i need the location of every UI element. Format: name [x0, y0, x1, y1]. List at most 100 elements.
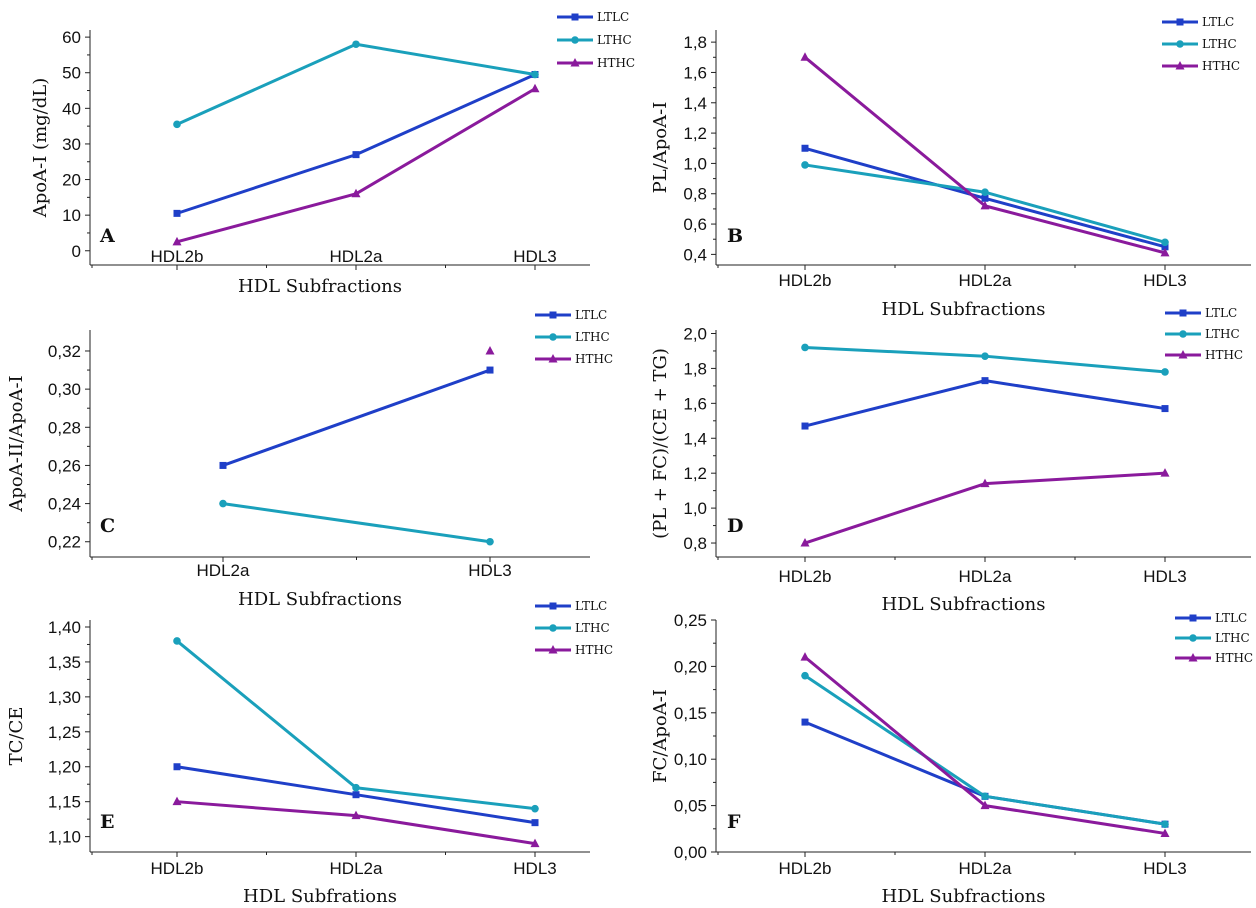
series-line-hthc: [176, 800, 536, 846]
data-point-ltlc: [173, 209, 181, 217]
y-tick-label: 0,8: [683, 185, 707, 204]
x-tick-label: HDL2b: [151, 247, 204, 266]
legend-marker-lthc: [1179, 330, 1187, 338]
legend-label-lthc: LTHC: [575, 330, 610, 344]
y-tick-label: 1,15: [48, 793, 81, 812]
panel-letter: E: [100, 811, 114, 833]
y-tick-label: 1,4: [683, 94, 707, 113]
data-point-hthc: [1160, 828, 1170, 837]
x-tick-label: HDL3: [1143, 567, 1186, 586]
data-point-hthc: [351, 188, 361, 198]
legend-label-lthc: LTHC: [575, 621, 610, 635]
legend-marker-lthc: [549, 624, 557, 632]
data-point-lthc: [486, 537, 494, 546]
data-point-lthc: [531, 804, 539, 813]
data-point-lthc: [219, 499, 227, 508]
data-point-hthc: [1160, 468, 1170, 477]
legend-label-ltlc: LTLC: [575, 308, 607, 322]
y-axis-title: ApoA-I (mg/dL): [30, 78, 51, 218]
y-tick-label: 0,20: [674, 657, 707, 676]
x-tick-label: HDL3: [468, 561, 511, 580]
data-point-lthc: [531, 70, 539, 79]
x-tick-label: HDL2b: [151, 859, 204, 878]
y-tick-label: 60: [62, 28, 81, 47]
chart-panel-e: 1,10 1,15 1,20 1,25 1,30 1,35 1,40 HDL2b HDL2a HD…: [6, 599, 613, 907]
data-point-lthc: [1161, 238, 1169, 247]
y-tick-label: 1,40: [48, 618, 81, 637]
y-tick-label: 0,8: [683, 534, 707, 553]
chart-panel-c: 0,22 0,24 0,26 0,28 0,30 0,32 HDL2a HDL3 HDL Sub…: [6, 308, 613, 610]
legend-label-hthc: HTHC: [1202, 59, 1240, 73]
legend-label-lthc: LTHC: [597, 33, 632, 47]
data-point-ltlc: [981, 194, 989, 202]
y-tick-label: 0,6: [683, 215, 707, 234]
y-axis-title: FC/ApoA-I: [650, 689, 671, 783]
panel-letter: A: [99, 225, 115, 247]
panel-letter: B: [727, 225, 743, 247]
data-point-hthc: [980, 478, 990, 488]
y-axis-title: (PL + FC)/(CE + TG): [650, 348, 671, 539]
legend-label-hthc: HTHC: [575, 643, 613, 657]
x-tick-label: HDL2b: [779, 271, 832, 290]
series-line-hthc: [804, 56, 1166, 255]
x-axis-title: HDL Subfractions: [882, 299, 1046, 320]
legend-marker-hthc: [1188, 653, 1198, 662]
y-tick-label: 0,26: [48, 456, 81, 475]
x-tick-label: HDL2a: [330, 247, 383, 266]
data-point-ltlc: [801, 144, 809, 152]
data-point-hthc: [530, 83, 540, 93]
data-point-hthc: [800, 652, 810, 661]
data-point-ltlc: [1161, 405, 1169, 413]
legend-marker-ltlc: [571, 13, 579, 21]
legend-marker-lthc: [571, 36, 579, 44]
series-line-lthc: [176, 639, 536, 811]
y-tick-label: 1,2: [683, 124, 707, 143]
y-tick-label: 30: [62, 135, 81, 154]
data-point-lthc: [801, 671, 809, 680]
legend-marker-ltlc: [1179, 309, 1187, 317]
y-tick-label: 2,0: [683, 324, 707, 343]
legend-label-ltlc: LTLC: [1205, 306, 1237, 320]
y-tick-label: 1,8: [683, 33, 707, 52]
data-point-lthc: [801, 343, 809, 352]
legend-label-hthc: HTHC: [575, 352, 613, 366]
legend-label-lthc: LTHC: [1215, 631, 1250, 645]
y-axis-title: ApoA-II/ApoA-I: [6, 375, 27, 512]
x-axis-title: HDL Subfrations: [243, 886, 397, 907]
legend-label-hthc: HTHC: [1215, 651, 1253, 665]
legend-label-ltlc: LTLC: [1215, 611, 1247, 625]
y-tick-label: 1,6: [683, 63, 707, 82]
legend-marker-lthc: [1189, 634, 1197, 642]
panel-letter: F: [727, 811, 741, 833]
data-point-hthc: [485, 345, 495, 355]
y-tick-label: 1,20: [48, 758, 81, 777]
data-point-hthc: [980, 800, 990, 810]
y-tick-label: 50: [62, 64, 81, 83]
x-tick-label: HDL3: [1143, 859, 1186, 878]
data-point-lthc: [801, 161, 809, 169]
data-point-hthc: [530, 838, 540, 848]
x-tick-label: HDL2b: [779, 859, 832, 878]
data-point-hthc: [800, 538, 810, 547]
legend-label-ltlc: LTLC: [597, 10, 629, 24]
y-tick-label: 0,15: [674, 704, 707, 723]
y-tick-label: 0,30: [48, 380, 81, 399]
legend: LTLC LTHC HTHC: [1175, 611, 1253, 665]
data-point-ltlc: [981, 377, 989, 385]
legend-label-ltlc: LTLC: [1202, 15, 1234, 29]
y-tick-label: 40: [62, 99, 81, 118]
legend-marker-ltlc: [1176, 18, 1184, 26]
data-point-lthc: [352, 783, 360, 792]
data-point-ltlc: [173, 763, 181, 771]
y-tick-label: 1,8: [683, 359, 707, 378]
y-tick-label: 0,4: [683, 245, 707, 264]
x-tick-label: HDL3: [1143, 271, 1186, 290]
y-tick-label: 0,05: [674, 797, 707, 816]
y-tick-label: 1,0: [683, 154, 707, 173]
data-point-lthc: [1161, 820, 1169, 828]
series-line-lthc: [176, 42, 536, 126]
legend-label-ltlc: LTLC: [575, 599, 607, 613]
data-point-lthc: [981, 188, 989, 197]
data-point-lthc: [173, 637, 181, 645]
